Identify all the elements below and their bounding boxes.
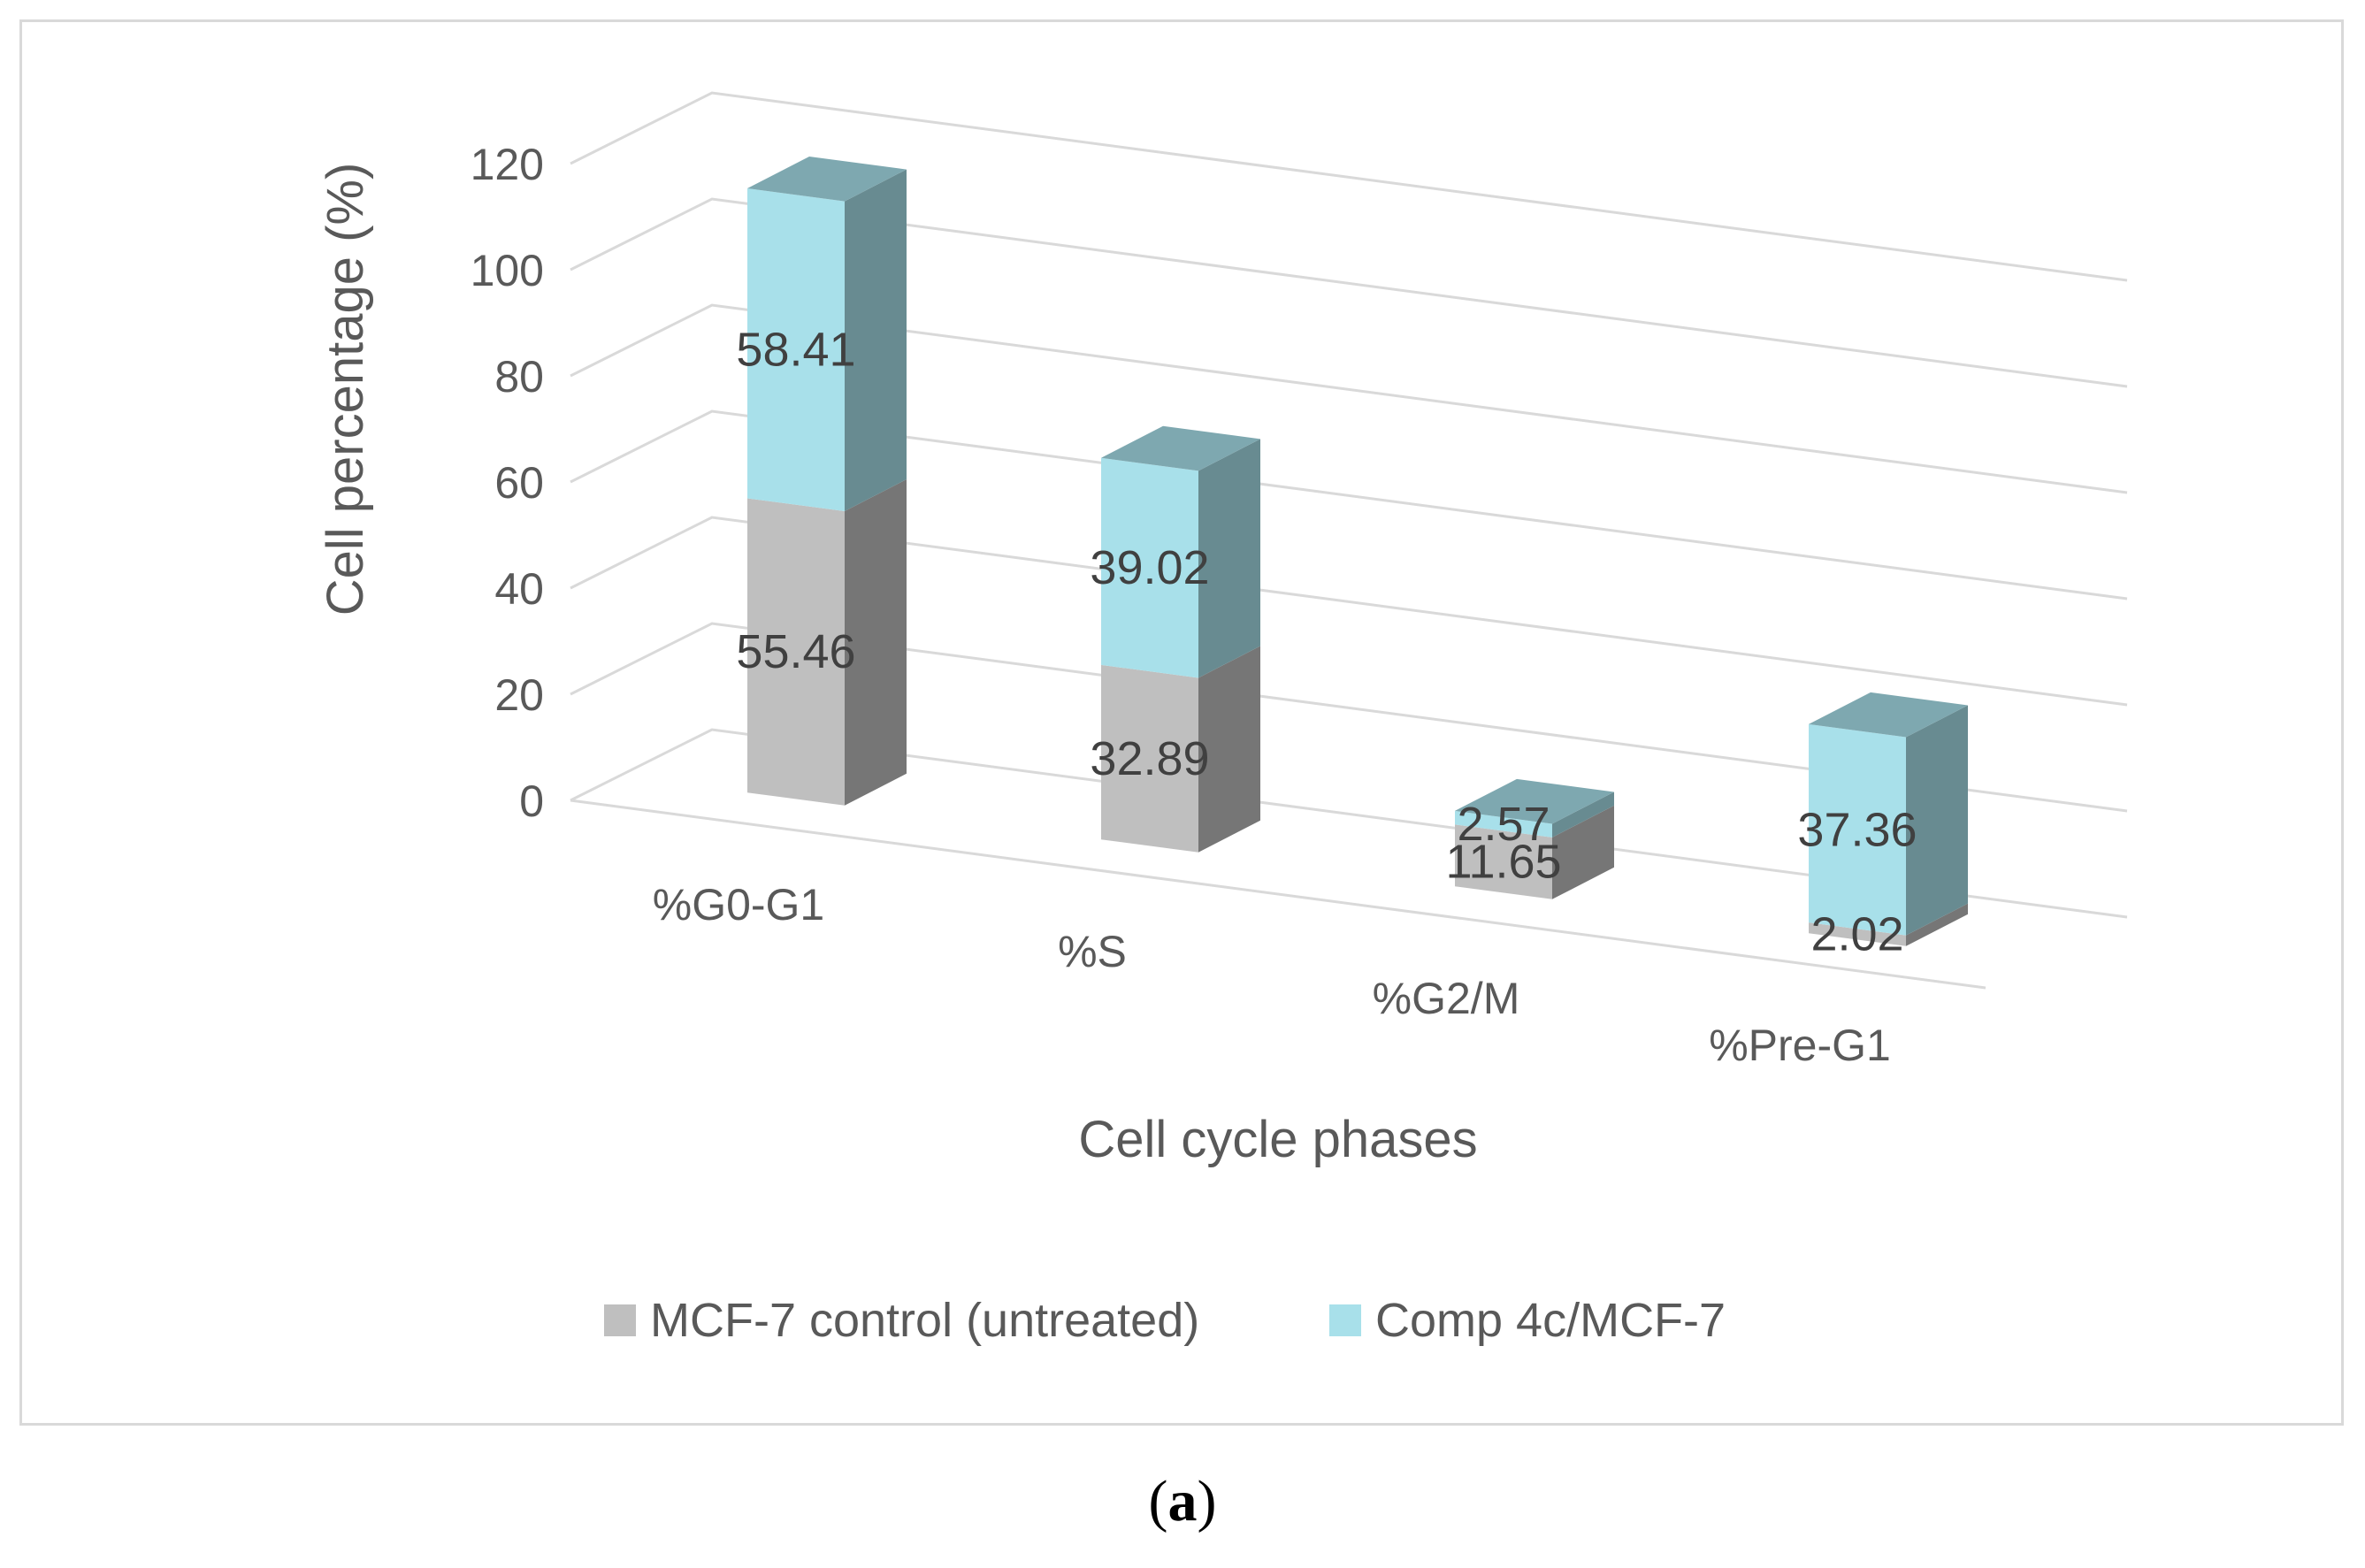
bar-segment-comp4c-side — [1552, 792, 1614, 838]
y-axis-title: Cell percentage (%) — [317, 163, 374, 616]
bar-segment-comp4c — [1101, 457, 1198, 678]
y-tick-label: 20 — [494, 670, 544, 720]
gridline — [570, 409, 2128, 600]
bars — [747, 156, 1968, 946]
bar-segment-comp4c-side — [1198, 439, 1260, 678]
chart-svg: 0 20 40 60 80 100 120 55.46 58.41 32.89 39.02 11.6… — [317, 91, 2128, 1347]
caption-letter: a — [1167, 1469, 1198, 1534]
bar-segment-comp4c-side — [1906, 705, 1968, 936]
bar-segment-control — [1101, 664, 1198, 853]
gridlines — [570, 91, 2128, 990]
bar-segment-comp4c — [1809, 723, 1906, 936]
y-tick-label: 120 — [471, 140, 544, 189]
chart-frame: 0 20 40 60 80 100 120 55.46 58.41 32.89 39.02 11.6… — [19, 19, 2344, 1426]
bar-segment-comp4c-top — [1809, 692, 1968, 738]
bar-segment-control — [1455, 824, 1552, 899]
y-tick-label: 40 — [494, 564, 544, 614]
bar-segment-comp4c — [747, 187, 845, 512]
x-axis-line — [570, 799, 1986, 990]
bar-segment-comp4c-top — [1455, 778, 1614, 824]
bar-segment-control — [747, 498, 845, 806]
bar-segment-comp4c-top — [1101, 425, 1260, 471]
caption-open: ( — [1148, 1469, 1168, 1534]
bar-segment-control-side — [1906, 903, 1968, 946]
legend-label-comp4c: Comp 4c/MCF-7 — [1375, 1294, 1726, 1347]
legend: MCF-7 control (untreated) Comp 4c/MCF-7 — [604, 1294, 1726, 1347]
gridline — [570, 91, 2128, 282]
category-labels: %G0-G1 %S %G2/M %Pre-G1 — [653, 880, 1891, 1070]
data-label: 39.02 — [1090, 541, 1209, 594]
data-label: 55.46 — [736, 625, 855, 678]
data-label: 2.57 — [1457, 798, 1550, 851]
category-label: %G0-G1 — [653, 880, 825, 929]
x-axis-title: Cell cycle phases — [1078, 1111, 1477, 1168]
category-label: %S — [1058, 927, 1127, 976]
data-label: 11.65 — [1445, 836, 1561, 889]
bar-segment-comp4c — [1455, 810, 1552, 838]
category-label: %Pre-G1 — [1709, 1021, 1891, 1070]
figure-caption: (a) — [0, 1468, 2365, 1535]
bar-segment-control-side — [845, 479, 907, 806]
bar-segment-comp4c-side — [845, 169, 907, 512]
y-tick-label: 60 — [494, 458, 544, 508]
legend-label-control: MCF-7 control (untreated) — [650, 1294, 1199, 1347]
data-labels: 55.46 58.41 32.89 39.02 11.652.57 2.02 37.36 — [736, 324, 1917, 961]
data-label: 37.36 — [1797, 803, 1917, 856]
legend-swatch-comp4c — [1329, 1304, 1361, 1336]
gridline — [570, 516, 2128, 707]
bar-segment-control-side — [1198, 646, 1260, 853]
bar-segment-control-side — [1552, 805, 1614, 899]
category-label: %G2/M — [1373, 974, 1520, 1023]
data-label: 58.41 — [736, 324, 855, 377]
gridline — [570, 728, 2128, 919]
gridline — [570, 197, 2128, 388]
data-label: 2.02 — [1810, 907, 1903, 960]
data-label: 32.89 — [1090, 732, 1209, 785]
y-tick-label: 80 — [494, 352, 544, 402]
gridline — [570, 303, 2128, 494]
y-tick-label: 100 — [471, 246, 544, 295]
y-tick-labels: 0 20 40 60 80 100 120 — [471, 140, 544, 826]
caption-close: ) — [1197, 1469, 1217, 1534]
gridline — [570, 622, 2128, 813]
y-tick-label: 0 — [519, 776, 544, 826]
bar-segment-control — [1809, 922, 1906, 946]
bar-segment-comp4c-top — [747, 156, 907, 202]
legend-swatch-control — [604, 1304, 636, 1336]
